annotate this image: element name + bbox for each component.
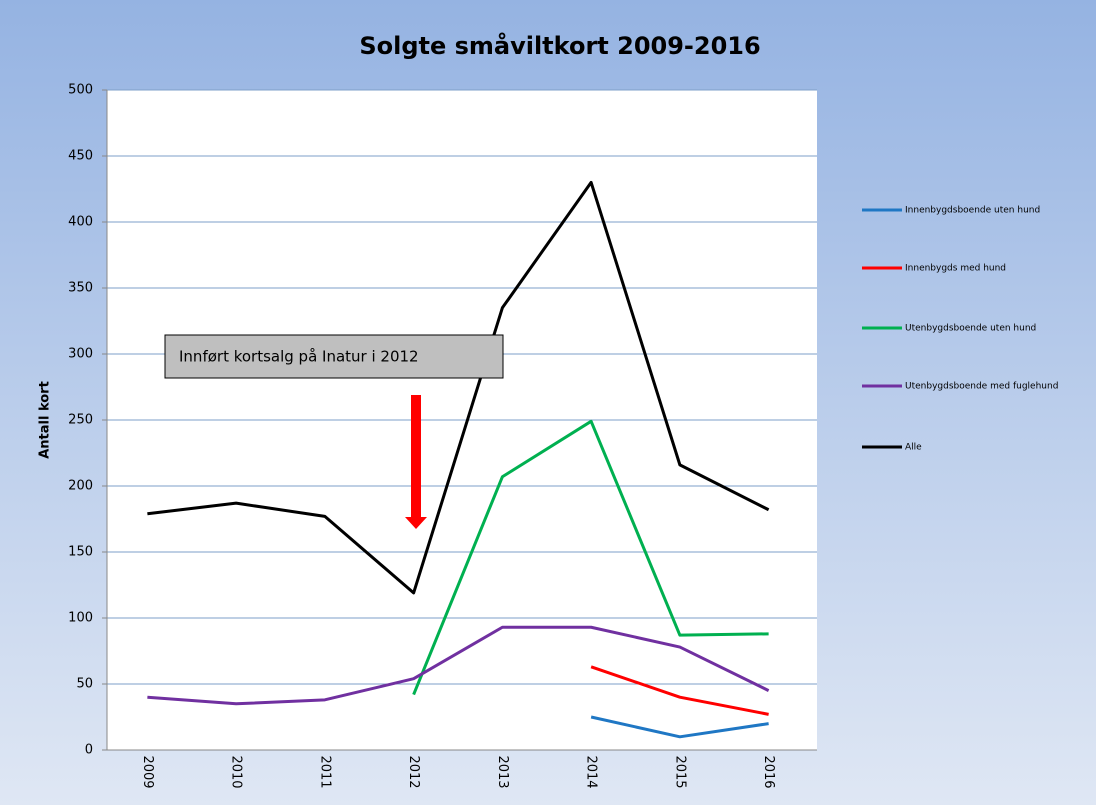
legend-label: Utenbygdsboende med fuglehund — [905, 382, 1058, 392]
y-tick-label: 0 — [85, 743, 93, 758]
y-tick-label: 150 — [68, 545, 93, 560]
series-line — [590, 665, 769, 716]
x-tick-label: 2015 — [672, 755, 687, 788]
y-tick-label: 400 — [68, 215, 93, 230]
annotation: Innført kortsalg på Inatur i 2012 — [179, 348, 419, 366]
legend-label: Alle — [905, 443, 922, 453]
x-tick-label: 2013 — [495, 755, 510, 788]
y-axis-label: Antall kort — [38, 381, 53, 459]
y-tick-label: 50 — [76, 677, 93, 692]
series-line — [147, 180, 770, 595]
x-tick-label: 2014 — [584, 755, 599, 788]
arrow-shaft — [411, 395, 421, 517]
series-line — [412, 419, 769, 696]
x-tick-label: 2010 — [229, 755, 244, 788]
arrow-head — [405, 517, 427, 529]
y-tick-label: 200 — [68, 479, 93, 494]
chart-title: Solgte småviltkort 2009-2016 — [359, 31, 760, 60]
x-tick-label: 2016 — [761, 755, 776, 788]
y-tick-label: 250 — [68, 413, 93, 428]
annotation-box — [164, 334, 504, 379]
legend-label: Innenbygds med hund — [905, 264, 1006, 274]
x-tick-label: 2009 — [140, 755, 155, 788]
legend-label: Utenbygdsboende uten hund — [905, 324, 1036, 334]
y-tick-label: 500 — [68, 83, 93, 98]
y-tick-label: 100 — [68, 611, 93, 626]
series-line — [590, 715, 769, 739]
legend-label: Innenbygdsboende uten hund — [905, 206, 1040, 216]
series-line — [147, 625, 770, 706]
x-tick-label: 2011 — [317, 755, 332, 788]
x-tick-label: 2012 — [406, 755, 421, 788]
y-tick-label: 450 — [68, 149, 93, 164]
y-tick-label: 350 — [68, 281, 93, 296]
y-tick-label: 300 — [68, 347, 93, 362]
